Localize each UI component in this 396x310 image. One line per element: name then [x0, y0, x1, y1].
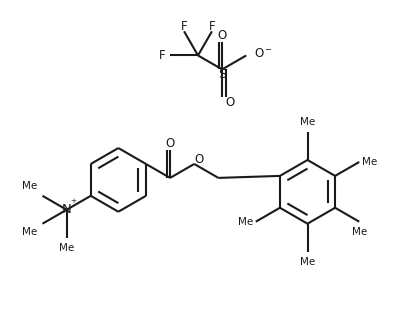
- Text: S: S: [218, 68, 227, 81]
- Text: Me: Me: [352, 227, 367, 237]
- Text: O: O: [217, 29, 227, 42]
- Text: O$^-$: O$^-$: [254, 47, 273, 60]
- Text: Me: Me: [300, 257, 315, 267]
- Text: $^+$: $^+$: [69, 198, 78, 208]
- Text: O: O: [194, 153, 204, 166]
- Text: Me: Me: [362, 157, 377, 167]
- Text: O: O: [166, 136, 175, 149]
- Text: N: N: [62, 203, 72, 216]
- Text: Me: Me: [59, 243, 74, 253]
- Text: Me: Me: [22, 227, 38, 237]
- Text: O: O: [225, 96, 235, 109]
- Text: Me: Me: [300, 117, 315, 127]
- Text: F: F: [181, 20, 187, 33]
- Text: Me: Me: [238, 217, 253, 227]
- Text: F: F: [158, 49, 165, 62]
- Text: Me: Me: [22, 181, 38, 191]
- Text: F: F: [209, 20, 215, 33]
